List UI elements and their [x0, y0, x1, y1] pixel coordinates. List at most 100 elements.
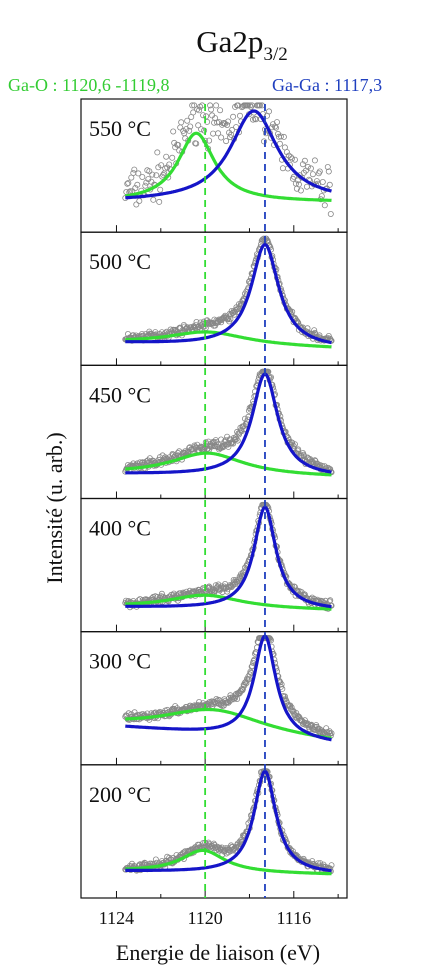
data-point — [193, 140, 200, 147]
ga-o-fit-curve — [125, 707, 332, 740]
data-point — [196, 107, 203, 114]
data-point — [227, 436, 234, 443]
x-tick-label: 1116 — [276, 908, 311, 928]
data-point — [156, 198, 163, 205]
data-point — [208, 443, 215, 450]
data-point — [294, 177, 301, 184]
data-point — [186, 127, 193, 134]
data-point — [318, 193, 325, 200]
data-point — [187, 123, 194, 130]
data-point — [177, 124, 184, 131]
data-point — [189, 102, 196, 109]
data-point — [256, 102, 263, 109]
panel-label: 300 °C — [89, 649, 151, 674]
data-point — [285, 152, 292, 159]
panel-0: 550 °C — [80, 98, 348, 233]
data-point — [178, 119, 185, 126]
data-point — [142, 182, 149, 189]
data-point — [134, 181, 141, 188]
panel-label: 500 °C — [89, 249, 151, 274]
data-point — [313, 178, 320, 185]
data-point — [236, 112, 243, 119]
reference-lines — [204, 104, 266, 898]
data-point — [301, 157, 308, 164]
data-point — [206, 137, 213, 144]
data-point — [223, 138, 230, 145]
data-point — [260, 138, 267, 145]
data-point — [215, 130, 222, 137]
data-point — [233, 436, 240, 443]
data-points — [122, 501, 335, 612]
data-point — [303, 183, 310, 190]
data-point — [131, 166, 138, 173]
data-point — [169, 154, 176, 161]
data-point — [198, 126, 205, 133]
data-point — [324, 163, 331, 170]
ga-ga-fit-curve — [125, 242, 332, 345]
data-point — [168, 328, 175, 335]
data-point — [195, 122, 202, 129]
data-point — [304, 163, 311, 170]
panel-5: 200 °C — [80, 764, 348, 899]
data-point — [325, 168, 332, 175]
data-point — [225, 699, 232, 706]
panel-label: 200 °C — [89, 782, 151, 807]
data-point — [248, 663, 255, 670]
x-tick-label: 1120 — [187, 908, 222, 928]
data-point — [273, 119, 280, 126]
data-point — [239, 685, 246, 692]
data-point — [237, 427, 244, 434]
data-point — [246, 671, 253, 678]
data-points — [122, 768, 335, 876]
data-point — [229, 126, 236, 133]
y-axis-label: Intensité (u. arb.) — [42, 432, 67, 584]
data-point — [328, 730, 335, 737]
data-point — [163, 153, 170, 160]
data-point — [160, 171, 167, 178]
data-point — [302, 167, 309, 174]
legend-ga-o: Ga-O : 1120,6 -1119,8 — [8, 75, 169, 95]
data-point — [244, 102, 251, 109]
data-point — [139, 173, 146, 180]
data-point — [307, 165, 314, 172]
data-point — [125, 710, 132, 717]
panel-3: 400 °C — [80, 497, 348, 633]
panel-label: 550 °C — [89, 116, 151, 141]
data-point — [190, 109, 197, 116]
data-point — [203, 113, 210, 120]
data-point — [153, 172, 160, 179]
data-point — [295, 181, 302, 188]
data-point — [133, 201, 140, 208]
panel-4: 300 °C — [80, 631, 348, 766]
data-point — [232, 847, 239, 854]
data-point — [272, 124, 279, 131]
data-point — [299, 161, 306, 168]
x-axis-ticks: 1124 1120 1116 — [99, 225, 339, 928]
data-point — [217, 107, 224, 114]
data-point — [135, 170, 142, 177]
panel-label: 400 °C — [89, 516, 151, 541]
panel-label: 450 °C — [89, 382, 151, 407]
ga-o-fit-curve — [125, 131, 332, 202]
data-point — [230, 113, 237, 120]
data-point — [124, 180, 131, 187]
data-point — [235, 301, 242, 308]
chart-title: Ga2p3/2 — [196, 24, 287, 65]
data-point — [150, 196, 157, 203]
data-point — [228, 584, 235, 591]
data-point — [157, 186, 164, 193]
data-point — [158, 590, 165, 597]
data-point — [247, 104, 254, 111]
data-point — [221, 120, 228, 127]
x-axis-label: Energie de liaison (eV) — [116, 940, 320, 965]
data-point — [191, 102, 198, 109]
ga-ga-fit-curve — [125, 505, 332, 609]
data-point — [152, 856, 159, 863]
data-point — [288, 704, 295, 711]
data-point — [201, 127, 208, 134]
data-point — [226, 439, 233, 446]
data-point — [265, 108, 272, 115]
data-point — [234, 437, 241, 444]
data-point — [328, 862, 335, 869]
